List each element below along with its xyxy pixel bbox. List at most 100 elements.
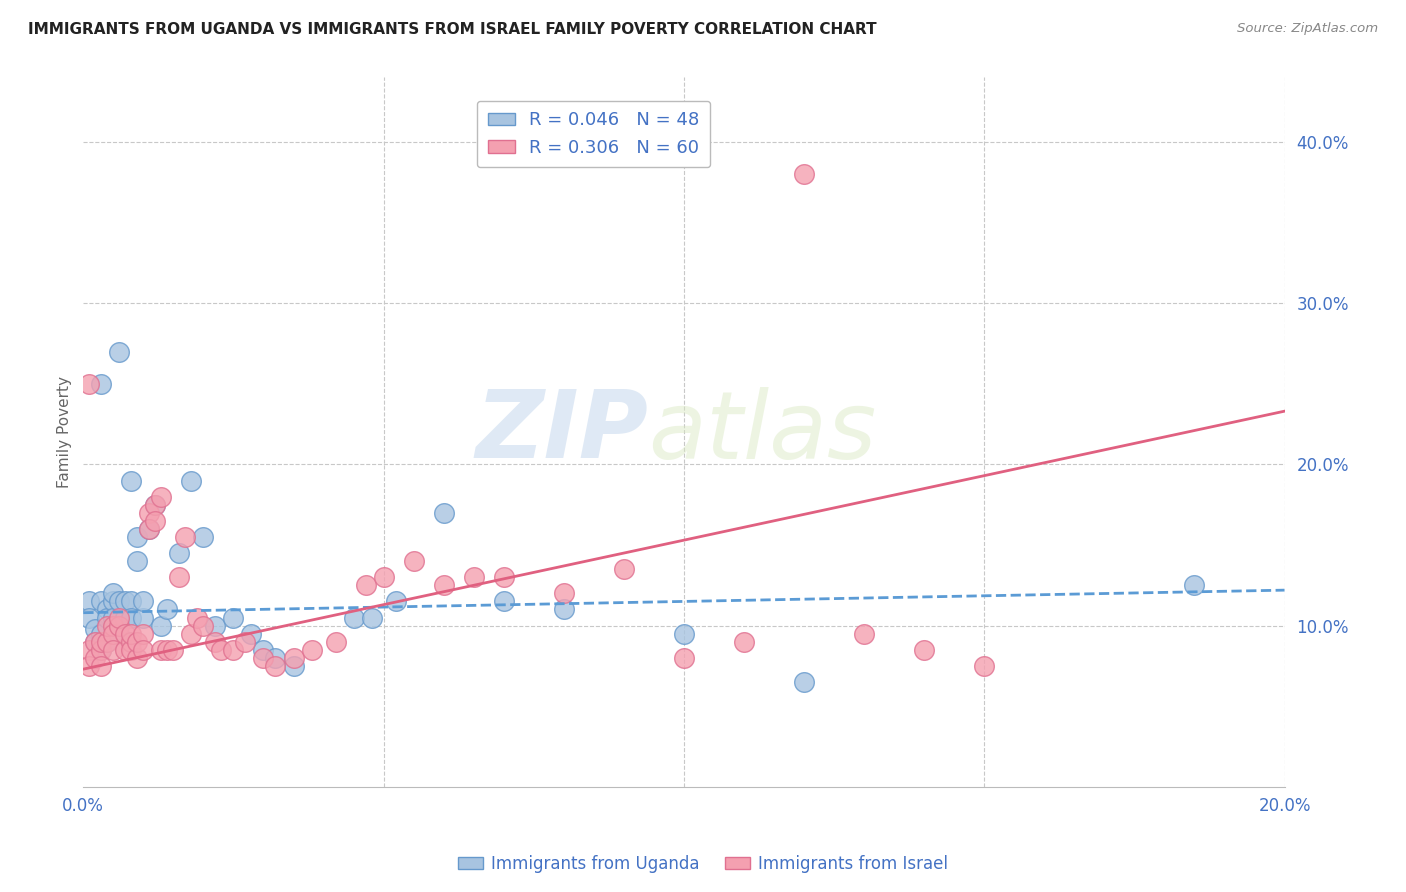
Point <box>150 490 173 504</box>
Point <box>145 498 167 512</box>
Point <box>283 651 305 665</box>
Point <box>222 610 245 624</box>
Point <box>108 618 131 632</box>
Point <box>103 610 125 624</box>
Point <box>132 610 155 624</box>
Point <box>96 634 118 648</box>
Point <box>132 626 155 640</box>
Point <box>912 642 935 657</box>
Point <box>127 634 149 648</box>
Point <box>204 634 226 648</box>
Point <box>384 594 406 608</box>
Point <box>114 642 136 657</box>
Point <box>103 626 125 640</box>
Point <box>127 530 149 544</box>
Point <box>120 594 142 608</box>
Point <box>90 626 112 640</box>
Point <box>79 642 101 657</box>
Point <box>96 634 118 648</box>
Point <box>120 474 142 488</box>
Point <box>120 626 142 640</box>
Point <box>138 522 160 536</box>
Point <box>553 586 575 600</box>
Point <box>103 618 125 632</box>
Point <box>84 634 107 648</box>
Point <box>613 562 636 576</box>
Point <box>235 634 257 648</box>
Point <box>108 610 131 624</box>
Point <box>127 554 149 568</box>
Point <box>114 610 136 624</box>
Point <box>90 642 112 657</box>
Point <box>360 610 382 624</box>
Point <box>108 626 131 640</box>
Point <box>145 514 167 528</box>
Point <box>204 618 226 632</box>
Point <box>174 530 197 544</box>
Point <box>84 651 107 665</box>
Point <box>433 506 456 520</box>
Point <box>90 659 112 673</box>
Point <box>79 659 101 673</box>
Text: ZIP: ZIP <box>475 386 648 478</box>
Point <box>90 642 112 657</box>
Point <box>342 610 364 624</box>
Point <box>240 626 263 640</box>
Point <box>463 570 485 584</box>
Point <box>79 376 101 391</box>
Point <box>283 659 305 673</box>
Point <box>120 610 142 624</box>
Point <box>103 586 125 600</box>
Point <box>138 522 160 536</box>
Point <box>156 642 179 657</box>
Point <box>90 634 112 648</box>
Y-axis label: Family Poverty: Family Poverty <box>58 376 72 488</box>
Point <box>132 642 155 657</box>
Point <box>492 594 515 608</box>
Legend: R = 0.046   N = 48, R = 0.306   N = 60: R = 0.046 N = 48, R = 0.306 N = 60 <box>477 101 710 168</box>
Point <box>793 675 815 690</box>
Point <box>180 474 202 488</box>
Point <box>973 659 995 673</box>
Point <box>138 506 160 520</box>
Point <box>672 651 695 665</box>
Point <box>209 642 232 657</box>
Point <box>169 546 191 560</box>
Point <box>354 578 377 592</box>
Point <box>84 634 107 648</box>
Point <box>79 610 101 624</box>
Point <box>120 642 142 657</box>
Point <box>150 618 173 632</box>
Point <box>301 642 323 657</box>
Point <box>252 642 274 657</box>
Point <box>120 634 142 648</box>
Point <box>1184 578 1206 592</box>
Point <box>186 610 208 624</box>
Point <box>96 610 118 624</box>
Point <box>108 344 131 359</box>
Point <box>402 554 425 568</box>
Point <box>96 602 118 616</box>
Point <box>853 626 876 640</box>
Point <box>252 651 274 665</box>
Point <box>103 594 125 608</box>
Text: IMMIGRANTS FROM UGANDA VS IMMIGRANTS FROM ISRAEL FAMILY POVERTY CORRELATION CHAR: IMMIGRANTS FROM UGANDA VS IMMIGRANTS FRO… <box>28 22 877 37</box>
Point <box>433 578 456 592</box>
Point <box>96 618 118 632</box>
Point <box>79 594 101 608</box>
Text: Source: ZipAtlas.com: Source: ZipAtlas.com <box>1237 22 1378 36</box>
Point <box>114 626 136 640</box>
Point <box>373 570 395 584</box>
Point <box>132 594 155 608</box>
Point <box>264 651 287 665</box>
Text: atlas: atlas <box>648 386 876 477</box>
Point <box>169 570 191 584</box>
Point <box>193 530 215 544</box>
Point <box>145 498 167 512</box>
Point <box>264 659 287 673</box>
Legend: Immigrants from Uganda, Immigrants from Israel: Immigrants from Uganda, Immigrants from … <box>451 848 955 880</box>
Point <box>103 642 125 657</box>
Point <box>553 602 575 616</box>
Point <box>793 167 815 181</box>
Point <box>733 634 755 648</box>
